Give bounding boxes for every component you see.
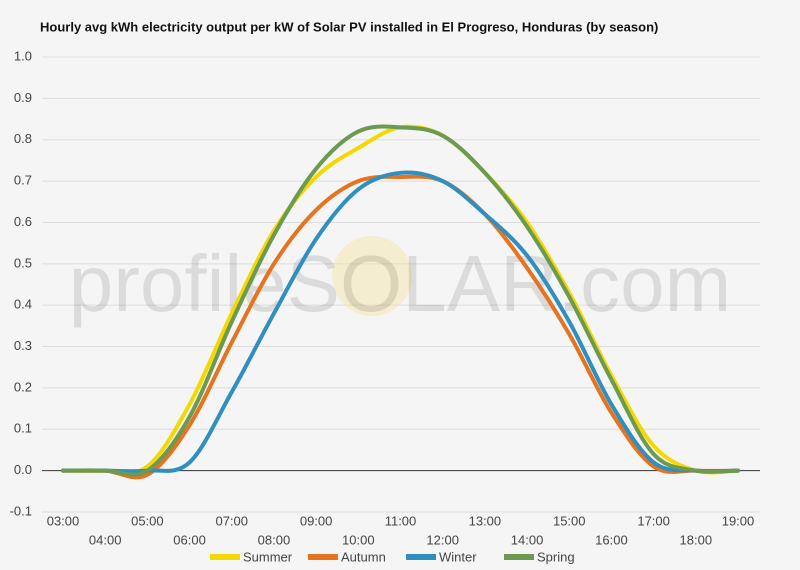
x-tick-label: 19:00	[722, 513, 755, 528]
x-tick-label: 03:00	[47, 513, 80, 528]
y-tick-label: 1.0	[14, 48, 32, 63]
legend-label: Spring	[537, 549, 575, 564]
y-tick-label: 0.4	[14, 297, 32, 312]
y-tick-label: 0.9	[14, 90, 32, 105]
legend-label: Summer	[243, 549, 293, 564]
legend-label: Autumn	[341, 549, 386, 564]
y-tick-label: 0.8	[14, 131, 32, 146]
y-tick-label: 0.2	[14, 379, 32, 394]
x-tick-label: 14:00	[511, 532, 544, 547]
x-tick-label: 07:00	[215, 513, 248, 528]
legend-label: Winter	[439, 549, 477, 564]
y-tick-label: 0.3	[14, 338, 32, 353]
series-line	[61, 124, 740, 477]
x-tick-label: 15:00	[553, 513, 586, 528]
x-tick-label: 09:00	[300, 513, 333, 528]
chart-title: Hourly avg kWh electricity output per kW…	[40, 19, 658, 34]
legend-swatch	[504, 554, 534, 560]
x-tick-label: 12:00	[426, 532, 459, 547]
y-tick-label: 0.1	[14, 421, 32, 436]
series-line	[61, 170, 740, 474]
x-tick-label: 06:00	[173, 532, 206, 547]
y-tick-label: 0.0	[14, 462, 32, 477]
y-tick-label: 0.7	[14, 173, 32, 188]
x-tick-label: 11:00	[385, 513, 417, 528]
y-tick-label: 0.6	[14, 214, 32, 229]
x-tick-label: 17:00	[637, 513, 670, 528]
x-tick-label: 04:00	[89, 532, 122, 547]
series-line	[61, 174, 740, 480]
x-tick-label: 13:00	[469, 513, 502, 528]
legend-swatch	[406, 554, 436, 560]
x-tick-label: 10:00	[342, 532, 375, 547]
x-tick-label: 16:00	[595, 532, 628, 547]
legend-swatch	[308, 554, 338, 560]
watermark-sun	[332, 236, 412, 316]
x-tick-label: 08:00	[258, 532, 291, 547]
y-tick-label: -0.1	[10, 503, 32, 518]
x-tick-label: 05:00	[131, 513, 164, 528]
watermark: profileSOLAR.com	[69, 239, 731, 328]
y-tick-label: 0.5	[14, 255, 32, 270]
legend-swatch	[210, 554, 240, 560]
x-tick-label: 18:00	[680, 532, 713, 547]
